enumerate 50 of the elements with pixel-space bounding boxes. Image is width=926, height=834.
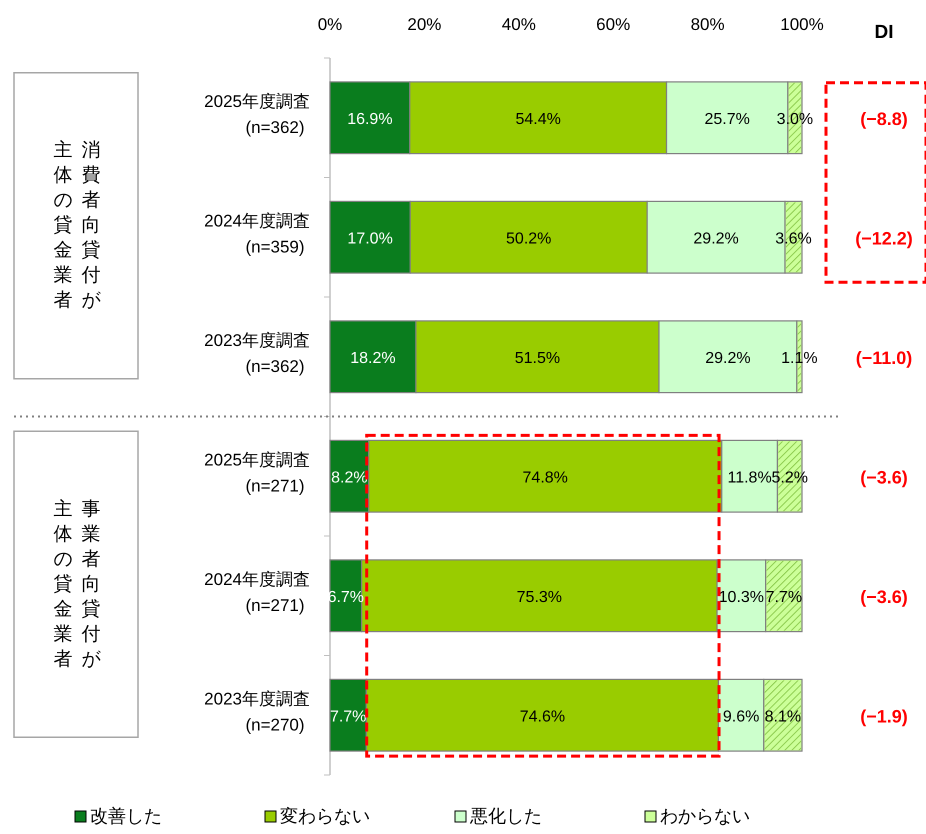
data-label: 29.2% (705, 350, 751, 367)
x-tick-label: 0% (318, 15, 342, 34)
text: (−8.8) (860, 108, 908, 129)
data-label: 29.2% (693, 230, 739, 248)
text: (−3.6) (860, 586, 908, 607)
data-label: 3.0% (776, 110, 814, 128)
data-label: 75.3% (516, 588, 562, 606)
data-label: 8.1% (764, 708, 802, 726)
data-label: 18.2% (350, 350, 396, 367)
y-tick-label: 2025年度調査 (n=362) (204, 92, 310, 137)
text: DI (874, 22, 894, 43)
data-label: 1.1% (781, 350, 818, 367)
y-tick-label: 2023年度調査 (n=362) (204, 330, 310, 376)
text: (−3.6) (860, 467, 908, 488)
text: (−12.2) (855, 228, 913, 248)
x-tick-label: 100% (780, 15, 824, 34)
y-tick-label: 2024年度調査 (n=359) (204, 211, 310, 256)
legend-label: わからない (660, 806, 750, 826)
data-label: 3.6% (775, 230, 812, 248)
data-label: 74.8% (522, 469, 568, 486)
x-tick-label: 40% (502, 15, 536, 34)
data-label: 16.9% (347, 110, 393, 128)
data-label: 7.7% (766, 588, 802, 606)
data-label: 11.8% (728, 469, 772, 486)
text: (−1.9) (860, 706, 908, 726)
x-tick-label: 20% (407, 15, 442, 34)
y-tick-label: 2024年度調査 (n=271) (204, 570, 310, 615)
legend-label: 改善した (90, 806, 162, 826)
text: 主体の貸金業者 (52, 139, 74, 314)
x-tick-label: 60% (596, 15, 630, 34)
data-label: 8.2% (331, 469, 368, 486)
data-label: 50.2% (506, 230, 552, 248)
legend-label: 変わらない (280, 806, 370, 826)
text: 事業者向貸付が (80, 498, 102, 672)
data-label: 74.6% (520, 708, 566, 726)
data-label: 7.7% (330, 708, 366, 726)
y-tick-label: 2023年度調査 (n=270) (204, 689, 310, 734)
x-tick-label: 80% (690, 15, 725, 34)
data-label: 17.0% (347, 230, 393, 248)
legend-label: 悪化した (469, 806, 542, 826)
text: 主体の貸金業者 (52, 498, 74, 672)
text: 消費者向貸付が (80, 139, 102, 314)
text: (−11.0) (856, 348, 912, 368)
data-label: 10.3% (718, 588, 764, 606)
data-label: 5.2% (771, 469, 808, 486)
data-label: 25.7% (704, 110, 750, 128)
data-label: 9.6% (722, 708, 760, 726)
data-label: 51.5% (514, 350, 560, 367)
y-tick-label: 2025年度調査 (n=271) (204, 450, 310, 496)
data-label: 54.4% (515, 110, 561, 128)
